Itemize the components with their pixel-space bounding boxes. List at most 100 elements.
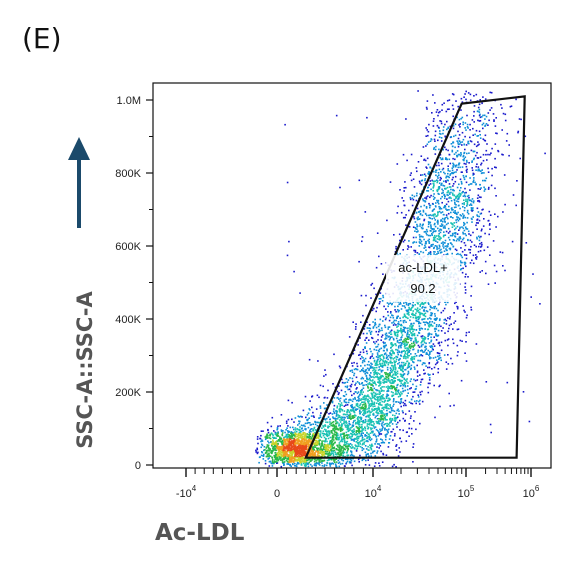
event-dot bbox=[320, 412, 322, 414]
event-dot bbox=[332, 454, 335, 457]
event-dot bbox=[377, 393, 379, 395]
event-dot bbox=[381, 429, 383, 431]
event-dot bbox=[509, 105, 512, 108]
event-dot bbox=[418, 322, 420, 325]
event-dot bbox=[502, 211, 504, 213]
event-dot bbox=[448, 247, 451, 250]
event-dot bbox=[444, 205, 446, 207]
event-dot bbox=[420, 349, 423, 351]
event-dot bbox=[452, 176, 454, 179]
event-dot bbox=[440, 184, 443, 186]
event-dot bbox=[401, 392, 403, 395]
event-dot bbox=[495, 117, 497, 119]
event-dot bbox=[389, 302, 392, 304]
event-dot bbox=[423, 318, 426, 320]
event-dot bbox=[480, 196, 482, 199]
event-dot bbox=[375, 438, 378, 440]
event-dot bbox=[371, 445, 374, 447]
event-dot bbox=[331, 430, 333, 432]
event-dot bbox=[355, 368, 358, 371]
event-dot bbox=[433, 217, 436, 219]
event-dot bbox=[373, 433, 376, 435]
event-dot bbox=[426, 322, 428, 324]
event-dot bbox=[427, 134, 429, 137]
event-dot bbox=[298, 416, 301, 418]
event-dot bbox=[391, 371, 393, 374]
event-dot bbox=[454, 146, 456, 149]
event-dot bbox=[309, 400, 311, 402]
event-dot bbox=[407, 382, 409, 384]
event-dot bbox=[295, 465, 298, 468]
event-dot bbox=[478, 130, 481, 133]
event-dot bbox=[416, 170, 418, 173]
event-dot bbox=[452, 115, 454, 118]
event-dot bbox=[332, 447, 334, 449]
event-dot bbox=[362, 419, 365, 422]
event-dot bbox=[359, 353, 361, 356]
event-dot bbox=[463, 203, 465, 206]
event-dot bbox=[385, 433, 388, 436]
event-dot bbox=[383, 401, 385, 403]
event-dot bbox=[459, 339, 462, 342]
event-dot bbox=[472, 174, 474, 176]
event-dot bbox=[352, 352, 355, 355]
event-dot bbox=[454, 201, 456, 204]
event-dot bbox=[432, 203, 434, 205]
panel-label: (E) bbox=[22, 22, 62, 55]
event-dot bbox=[444, 339, 447, 342]
event-dot bbox=[426, 214, 428, 217]
event-dot bbox=[444, 301, 446, 303]
event-dot bbox=[435, 332, 437, 335]
event-dot bbox=[374, 323, 376, 325]
event-dot bbox=[364, 411, 367, 413]
event-dot bbox=[385, 317, 387, 319]
event-dot bbox=[376, 446, 378, 448]
event-dot bbox=[438, 358, 440, 360]
event-dot bbox=[449, 125, 452, 128]
event-dot bbox=[419, 313, 421, 315]
event-dot bbox=[438, 357, 440, 359]
event-dot bbox=[437, 202, 440, 205]
event-dot bbox=[473, 121, 475, 123]
event-dot bbox=[479, 183, 481, 186]
event-dot bbox=[368, 422, 371, 424]
event-dot bbox=[303, 453, 305, 455]
event-dot bbox=[433, 185, 435, 187]
event-dot bbox=[471, 161, 473, 163]
event-dot bbox=[379, 397, 381, 400]
event-dot bbox=[284, 450, 286, 453]
event-dot bbox=[377, 430, 379, 432]
event-dot bbox=[392, 394, 395, 397]
event-dot bbox=[361, 361, 364, 364]
event-dot bbox=[347, 458, 349, 460]
event-dot bbox=[488, 233, 490, 236]
event-dot bbox=[319, 459, 322, 461]
event-dot bbox=[452, 127, 455, 130]
event-dot bbox=[465, 175, 467, 178]
event-dot bbox=[380, 263, 383, 265]
event-dot bbox=[484, 232, 486, 235]
event-dot bbox=[481, 102, 483, 105]
event-dot bbox=[313, 427, 315, 430]
event-dot bbox=[346, 415, 348, 418]
event-dot bbox=[265, 447, 268, 449]
event-dot bbox=[413, 334, 416, 337]
event-dot bbox=[338, 398, 340, 400]
event-dot bbox=[452, 125, 455, 127]
event-dot bbox=[406, 343, 408, 345]
event-dot bbox=[427, 318, 429, 320]
event-dot bbox=[374, 398, 377, 401]
event-dot bbox=[300, 424, 303, 427]
event-dot bbox=[391, 345, 394, 347]
event-dot bbox=[349, 385, 352, 387]
event-dot bbox=[311, 406, 313, 409]
event-dot bbox=[332, 449, 334, 452]
event-dot bbox=[348, 422, 350, 425]
event-dot bbox=[367, 383, 369, 385]
event-dot bbox=[371, 408, 373, 410]
event-dot bbox=[362, 414, 365, 417]
event-dot bbox=[454, 203, 456, 205]
event-dot bbox=[410, 179, 413, 182]
event-dot bbox=[385, 405, 387, 407]
event-dot bbox=[346, 454, 348, 457]
